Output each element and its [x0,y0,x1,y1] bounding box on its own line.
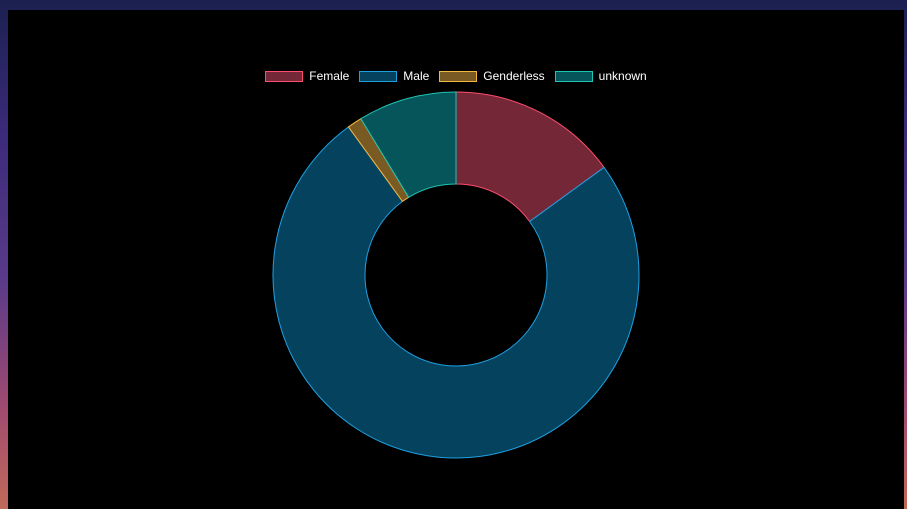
legend-swatch-female [265,70,304,82]
legend-swatch-unknown [554,70,593,82]
legend-label-unknown: unknown [598,69,647,83]
chart-legend: Female Male Genderless unknown [8,69,904,83]
donut-chart [272,91,640,459]
legend-swatch-male [359,70,398,82]
legend-label-female: Female [309,69,350,83]
donut-slice-female[interactable] [455,91,605,223]
legend-item-female[interactable]: Female [265,69,349,83]
legend-item-unknown[interactable]: unknown [554,69,647,83]
legend-label-male: Male [403,69,430,83]
legend-label-genderless: Genderless [483,69,545,83]
legend-item-genderless[interactable]: Genderless [439,69,545,83]
donut-slice-male[interactable] [272,126,640,459]
chart-panel: Female Male Genderless unknown [8,10,904,509]
legend-swatch-genderless [439,70,478,82]
legend-item-male[interactable]: Male [359,69,429,83]
donut-slice-unknown[interactable] [360,91,457,198]
